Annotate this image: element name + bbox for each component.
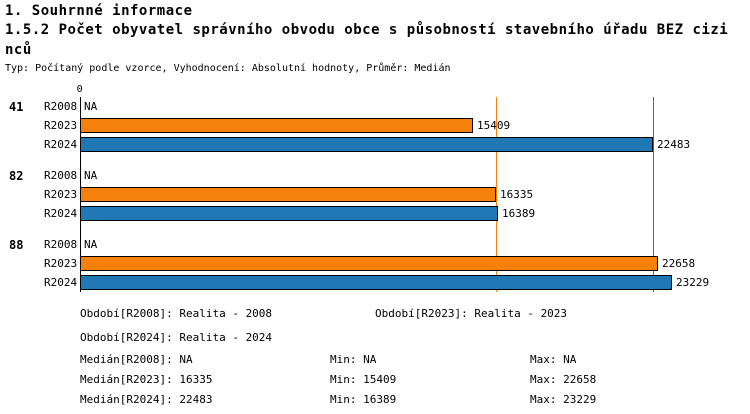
legend-min-r2008: Min: NA xyxy=(330,353,377,366)
series-label: R2023 xyxy=(44,188,78,201)
value-label: NA xyxy=(84,238,98,251)
series-label: R2023 xyxy=(44,257,78,270)
series-label: R2023 xyxy=(44,119,78,132)
value-label: NA xyxy=(84,169,98,182)
median-reference-line xyxy=(653,97,654,292)
axis-zero-label: 0 xyxy=(76,84,83,95)
bar-R2023 xyxy=(80,118,473,133)
chart-title-line1: 1.5.2 Počet obyvatel správního obvodu ob… xyxy=(5,22,729,38)
chart-row: 41 R2008 NA xyxy=(0,97,750,116)
legend-obdobi-r2024: Období[R2024]: Realita - 2024 xyxy=(80,331,273,344)
chart-row: R2023 22658 xyxy=(0,254,750,273)
bar-R2024 xyxy=(80,275,672,290)
value-label: 15409 xyxy=(477,119,511,132)
chart-title: 1.5.2 Počet obyvatel správního obvodu ob… xyxy=(0,20,750,60)
legend-median-r2023: Medián[R2023]: 16335 xyxy=(80,373,213,386)
legend: Období[R2008]: Realita - 2008 Období[R20… xyxy=(0,300,750,412)
legend-obdobi-r2008: Období[R2008]: Realita - 2008 xyxy=(80,307,273,320)
bar-R2023 xyxy=(80,256,658,271)
chart-row: 82 R2008 NA xyxy=(0,166,750,185)
chart-row: R2023 16335 xyxy=(0,185,750,204)
section-title: 1. Souhrnné informace xyxy=(5,3,193,19)
chart-title-line2: nců xyxy=(5,42,32,58)
group-label: 82 xyxy=(9,168,24,183)
series-label: R2024 xyxy=(44,276,78,289)
series-label: R2008 xyxy=(44,238,78,251)
value-label: NA xyxy=(84,100,98,113)
legend-obdobi-r2023: Období[R2023]: Realita - 2023 xyxy=(375,307,568,320)
series-label: R2024 xyxy=(44,207,78,220)
bar-chart: 0 41 R2008 NA R2023 15409 R2024 22483 82 R2008 NA… xyxy=(0,84,750,292)
legend-median-r2024: Medián[R2024]: 22483 xyxy=(80,393,213,406)
chart-meta-line: Typ: Počítaný podle vzorce, Vyhodnocení:… xyxy=(5,63,451,74)
chart-row: 88 R2008 NA xyxy=(0,235,750,254)
group-label: 88 xyxy=(9,237,24,252)
value-label: 22658 xyxy=(662,257,696,270)
chart-row: R2023 15409 xyxy=(0,116,750,135)
bar-R2024 xyxy=(80,206,498,221)
value-label: 23229 xyxy=(676,276,710,289)
legend-max-r2023: Max: 22658 xyxy=(530,373,597,386)
value-label: 16389 xyxy=(502,207,536,220)
group-label: 41 xyxy=(9,99,24,114)
legend-median-r2008: Medián[R2008]: NA xyxy=(80,353,193,366)
chart-body: 41 R2008 NA R2023 15409 R2024 22483 82 R2008 NA R2… xyxy=(0,97,750,292)
bar-R2023 xyxy=(80,187,496,202)
series-label: R2008 xyxy=(44,169,78,182)
series-label: R2024 xyxy=(44,138,78,151)
value-label: 16335 xyxy=(500,188,534,201)
legend-min-r2023: Min: 15409 xyxy=(330,373,397,386)
legend-max-r2008: Max: NA xyxy=(530,353,577,366)
bar-R2024 xyxy=(80,137,653,152)
median-reference-line xyxy=(496,97,497,292)
value-label: 22483 xyxy=(657,138,691,151)
chart-group-41: 41 R2008 NA R2023 15409 R2024 22483 xyxy=(0,97,750,154)
chart-group-88: 88 R2008 NA R2023 22658 R2024 23229 xyxy=(0,235,750,292)
chart-group-82: 82 R2008 NA R2023 16335 R2024 16389 xyxy=(0,166,750,223)
chart-row: R2024 22483 xyxy=(0,135,750,154)
series-label: R2008 xyxy=(44,100,78,113)
chart-row: R2024 23229 xyxy=(0,273,750,292)
x-axis-header: 0 xyxy=(0,84,750,97)
chart-row: R2024 16389 xyxy=(0,204,750,223)
legend-min-r2024: Min: 16389 xyxy=(330,393,397,406)
legend-max-r2024: Max: 23229 xyxy=(530,393,597,406)
